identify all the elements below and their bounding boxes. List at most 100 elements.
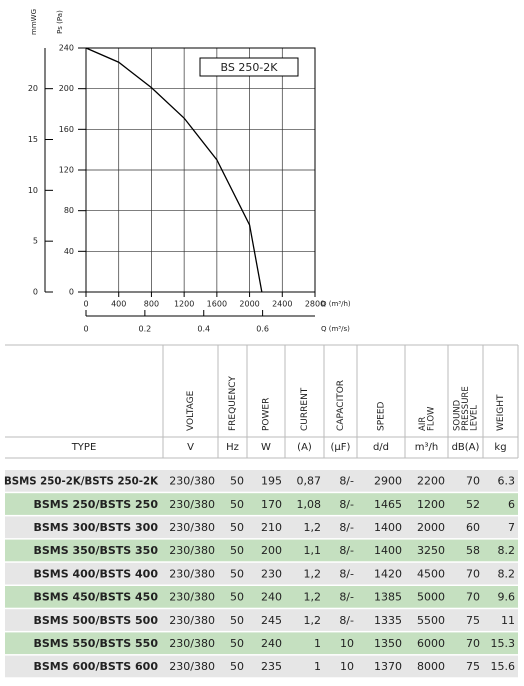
table-cell: 230/380 [169,475,215,488]
y2-tick-label: 10 [28,186,38,195]
x-tick-label: 2800 [305,300,325,309]
table-cell: 50 [230,660,244,673]
x-tick-label: 1200 [174,300,194,309]
y-tick-label: 80 [64,206,74,215]
table-cell: 60 [466,521,480,534]
table-cell: 1,1 [304,544,322,557]
curve [85,47,263,293]
column-header-text: POWER [262,398,272,431]
table-cell: 8/- [339,498,354,511]
table-cell: 8/- [339,591,354,604]
x-tick-label: 2400 [272,300,292,309]
table-cell: 50 [230,637,244,650]
row-background [5,470,518,492]
x-tick-label: 2000 [239,300,259,309]
table-cell: 210 [261,521,282,534]
x-tick-label: 400 [111,300,126,309]
table-cell: 8/- [339,475,354,488]
table-cell: 1400 [374,544,402,557]
unit: m³/h [415,442,438,453]
table-cell: 15.6 [491,660,516,673]
row-background [5,655,518,678]
column-header-text: VOLTAGE [186,390,196,431]
table-cell: 4500 [417,567,445,580]
column-header-text: LEVEL [470,405,480,431]
plot-frame [85,47,316,293]
unit: V [187,442,194,453]
table-cell: 235 [261,660,282,673]
type-cell: BSMS 250/BSTS 250 [33,498,158,511]
table-cell: 8/- [339,544,354,557]
column-header: FREQUENCY [228,376,238,431]
column-header: VOLTAGE [186,390,196,431]
table-cell: 195 [261,475,282,488]
column-header-text: AIR [418,417,428,431]
column-header-text: SPEED [377,401,387,431]
unit: (A) [297,442,312,453]
type-cell: BSMS 550/BSTS 550 [33,637,158,650]
table-cell: 8/- [339,614,354,627]
table-cell: 75 [466,614,480,627]
table-cell: 230/380 [169,637,215,650]
table-cell: 75 [466,660,480,673]
table-cell: 2200 [417,475,445,488]
x2-tick-label: 0.6 [256,325,269,334]
table-cell: 50 [230,591,244,604]
type-cell: BSMS 450/BSTS 450 [33,591,158,604]
table-cell: 50 [230,475,244,488]
unit: Hz [226,442,239,453]
row-background [5,586,518,608]
table-cell: 1,08 [297,498,322,511]
table-cell: 8/- [339,521,354,534]
table-cell: 2900 [374,475,402,488]
column-header-text: CURRENT [300,387,310,431]
table-cell: 50 [230,567,244,580]
type-cell: BSMS 600/BSTS 600 [33,660,158,673]
x-tick-label: 800 [144,300,159,309]
table-cell: 230/380 [169,614,215,627]
table-cell: 9.6 [498,591,516,604]
table-cell: 1370 [374,660,402,673]
x2-tick-label: 0.4 [197,325,210,334]
table-cell: 6.3 [498,475,516,488]
type-cell: BSMS 300/BSTS 300 [33,521,158,534]
chart-title: BS 250-2K [220,61,278,74]
table-cell: 11 [501,614,515,627]
type-cell: BSMS 250-2K/BSTS 250-2K [4,475,158,488]
table-cell: 1350 [374,637,402,650]
y2-axis-label: mmWG [30,9,38,35]
x-tick-label: 1600 [207,300,227,309]
y-tick-label: 0 [69,288,74,297]
table-cell: 230/380 [169,544,215,557]
column-header: SPEED [377,401,387,431]
table-cell: 10 [340,660,354,673]
title-box [199,57,299,77]
column-header: WEIGHT [496,394,506,431]
table-cell: 1,2 [304,521,322,534]
table-cell: 70 [466,475,480,488]
type-cell: BSMS 500/BSTS 500 [33,614,158,627]
table-cell: 230 [261,567,282,580]
x2-tick-label: 0 [83,325,88,334]
table-cell: 1,2 [304,591,322,604]
row-background [5,493,518,515]
column-header-text: FLOW [426,406,436,431]
table-cell: 230/380 [169,521,215,534]
unit: W [261,442,271,453]
table-cell: 50 [230,498,244,511]
table-cell: 1420 [374,567,402,580]
x2-axis-label: Q (m³/s) [321,325,350,333]
table-cell: 240 [261,591,282,604]
table-cell: 1400 [374,521,402,534]
unit: dB(A) [452,442,480,453]
row-background [5,516,518,539]
table-cell: 50 [230,544,244,557]
y-tick-label: 200 [59,84,74,93]
type-cell: BSMS 400/BSTS 400 [33,567,158,580]
table-cell: 1385 [374,591,402,604]
column-header: CAPACITOR [336,380,346,431]
table-cell: 1 [314,637,321,650]
table-cell: 240 [261,637,282,650]
